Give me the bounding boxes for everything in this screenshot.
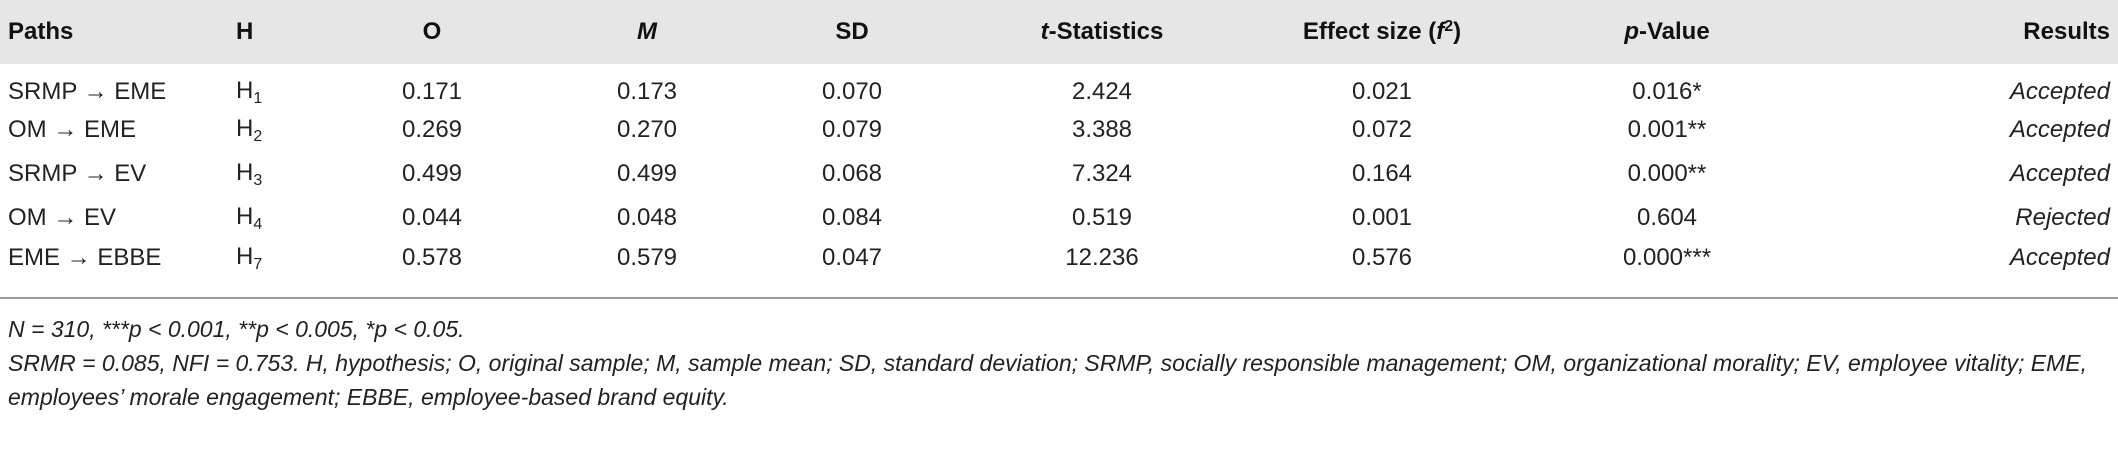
table-row: SRMP → EV H3 0.499 0.499 0.068 7.324 0.1… [0, 152, 2118, 196]
header-sd: SD [835, 18, 869, 45]
cell-o: 0.171 [401, 78, 463, 105]
cell-sd: 0.084 [821, 204, 883, 231]
table-row: EME → EBBE H7 0.578 0.579 0.047 12.236 0… [0, 240, 2118, 284]
cell-p: 0.000*** [1622, 244, 1712, 271]
cell-h-sub: 2 [253, 127, 263, 145]
cell-h-sub: 3 [253, 171, 263, 189]
cell-path: OM → EV [8, 204, 117, 231]
header-paths: Paths [8, 18, 74, 45]
cell-hypothesis: H2 [232, 108, 332, 152]
cell-f2: 0.164 [1351, 160, 1413, 187]
cell-m: 0.173 [616, 78, 678, 105]
cell-result: Accepted [2009, 244, 2110, 271]
cell-p: 0.604 [1636, 204, 1698, 231]
cell-h-sub: 4 [253, 215, 263, 233]
header-t-statistics: t-Statistics [942, 0, 1262, 64]
header-effect-f: f [1436, 18, 1445, 45]
cell-sd: 0.070 [821, 78, 883, 105]
cell-p: 0.016* [1632, 78, 1702, 105]
cell-path: SRMP → EME [8, 78, 167, 105]
header-m: M [637, 18, 657, 45]
cell-m: 0.499 [616, 160, 678, 187]
cell-path: EME → EBBE [8, 244, 162, 271]
table-row: OM → EME H2 0.269 0.270 0.079 3.388 0.07… [0, 108, 2118, 152]
cell-o: 0.578 [401, 244, 463, 271]
cell-f2: 0.072 [1351, 116, 1413, 143]
cell-m: 0.270 [616, 116, 678, 143]
cell-h-letter: H [236, 76, 254, 104]
cell-m: 0.579 [616, 244, 678, 271]
header-p-suffix: -Value [1638, 18, 1710, 45]
cell-h-letter: H [236, 114, 254, 142]
footnote-line-1: N = 310, ***p < 0.001, **p < 0.005, *p <… [8, 316, 465, 342]
header-row: Paths H O M SD t-Statistics Effect size … [0, 0, 2118, 64]
header-p-value: p-Value [1502, 0, 1832, 64]
cell-result: Accepted [2009, 78, 2110, 105]
cell-h-sub: 7 [253, 255, 263, 273]
cell-f2: 0.576 [1351, 244, 1413, 271]
cell-p: 0.001** [1627, 116, 1707, 143]
cell-h-letter: H [236, 202, 254, 230]
table-footnotes: N = 310, ***p < 0.001, **p < 0.005, *p <… [8, 312, 2108, 414]
header-effect-size: Effect size (f2) [1262, 0, 1502, 64]
cell-f2: 0.001 [1351, 204, 1413, 231]
header-effect-prefix: Effect size ( [1302, 18, 1437, 45]
cell-p: 0.000** [1627, 160, 1707, 187]
cell-hypothesis: H4 [232, 196, 332, 240]
cell-result: Accepted [2009, 160, 2110, 187]
cell-result: Rejected [2015, 204, 2110, 231]
cell-h-sub: 1 [253, 89, 263, 107]
cell-hypothesis: H1 [232, 64, 332, 108]
table-row: SRMP → EME H1 0.171 0.173 0.070 2.424 0.… [0, 64, 2118, 108]
header-p-prefix: p [1624, 18, 1639, 45]
cell-o: 0.044 [401, 204, 463, 231]
cell-path: OM → EME [8, 116, 137, 143]
footnote-line-2: SRMR = 0.085, NFI = 0.753. H, hypothesis… [8, 350, 2088, 410]
header-results: Results [2023, 18, 2110, 45]
cell-t: 2.424 [1071, 78, 1133, 105]
header-effect-suffix: ) [1453, 18, 1462, 45]
cell-result: Accepted [2009, 116, 2110, 143]
table-row: OM → EV H4 0.044 0.048 0.084 0.519 0.001… [0, 196, 2118, 240]
header-o: O [422, 18, 442, 45]
path-coefficients-table: Paths H O M SD t-Statistics Effect size … [0, 0, 2118, 284]
cell-hypothesis: H7 [232, 240, 332, 284]
cell-t: 3.388 [1071, 116, 1133, 143]
cell-t: 0.519 [1071, 204, 1133, 231]
cell-o: 0.269 [401, 116, 463, 143]
cell-f2: 0.021 [1351, 78, 1413, 105]
cell-t: 7.324 [1071, 160, 1133, 187]
cell-m: 0.048 [616, 204, 678, 231]
cell-t: 12.236 [1065, 244, 1139, 271]
cell-h-letter: H [236, 242, 254, 270]
header-effect-sup: 2 [1444, 18, 1454, 35]
cell-sd: 0.079 [821, 116, 883, 143]
header-t-prefix: t [1040, 18, 1049, 45]
cell-o: 0.499 [401, 160, 463, 187]
cell-hypothesis: H3 [232, 152, 332, 196]
cell-sd: 0.047 [821, 244, 883, 271]
cell-sd: 0.068 [821, 160, 883, 187]
cell-path: SRMP → EV [8, 160, 147, 187]
cell-h-letter: H [236, 158, 254, 186]
table-bottom-rule [0, 297, 2118, 299]
header-t-suffix: -Statistics [1048, 18, 1164, 45]
header-h: H [236, 18, 254, 45]
